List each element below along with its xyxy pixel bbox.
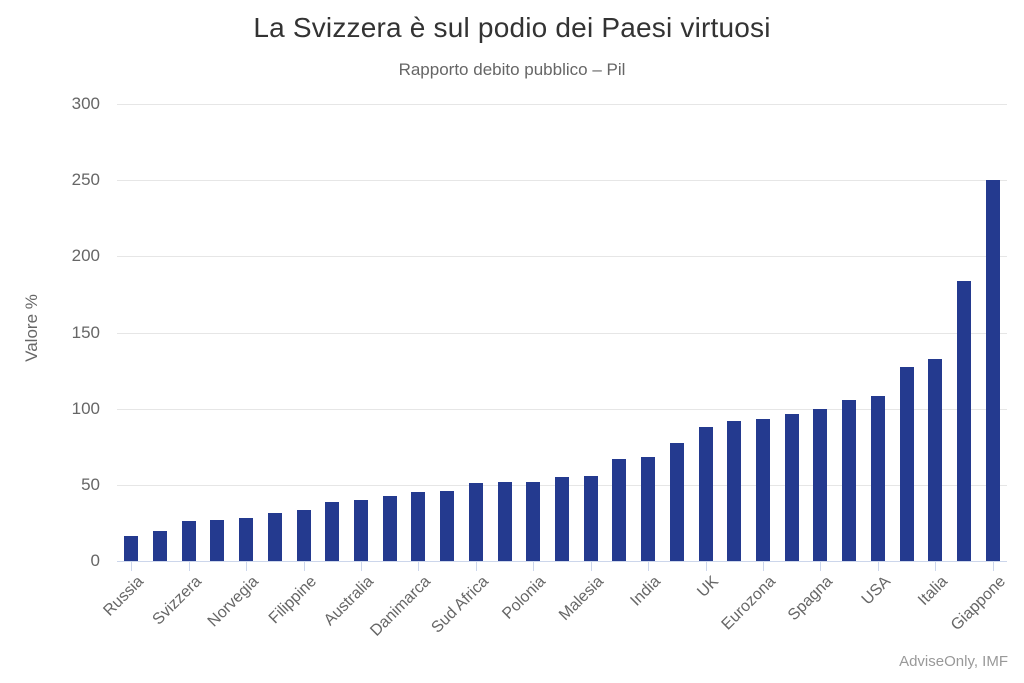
bar-giappone: [985, 180, 1000, 561]
bar: [899, 366, 914, 561]
x-tick: [418, 562, 420, 571]
x-axis-line: [117, 561, 1007, 562]
bar-norvegia: [239, 518, 254, 561]
y-tick-label-100: 100: [71, 398, 100, 418]
x-label-russia: Russia: [100, 573, 148, 620]
bar: [440, 491, 455, 561]
x-tick: [590, 562, 592, 571]
credits: AdviseOnly, IMF: [899, 653, 1008, 670]
bar-italia: [928, 359, 943, 561]
x-tick: [935, 562, 937, 571]
bar: [325, 501, 340, 561]
x-tick: [992, 562, 994, 571]
y-tick-label-250: 250: [71, 170, 100, 190]
bar-australia: [354, 500, 369, 561]
bar: [555, 476, 569, 561]
bar-india: [641, 456, 656, 561]
bar-polonia: [526, 481, 541, 561]
bar: [669, 442, 684, 561]
x-tick: [303, 562, 305, 571]
y-tick-label-200: 200: [71, 246, 100, 266]
bar-russia: [124, 535, 139, 561]
bar-usa: [870, 396, 885, 561]
x-tick: [705, 562, 707, 571]
y-tick-label-150: 150: [71, 322, 100, 342]
bar: [784, 413, 799, 561]
x-tick: [361, 562, 363, 571]
x-tick: [648, 562, 650, 571]
bar-filippine: [296, 509, 311, 561]
bar: [267, 513, 282, 561]
y-tick-label-300: 300: [71, 94, 100, 113]
x-tick: [131, 562, 133, 571]
x-tick: [762, 562, 764, 571]
bar: [842, 400, 857, 561]
bar: [956, 281, 971, 561]
bar-spagna: [813, 408, 828, 561]
gridline-200: [117, 256, 1007, 258]
bar: [727, 421, 742, 561]
bar-malesia: [583, 476, 598, 561]
bar-svizzera: [181, 520, 196, 561]
x-tick: [246, 562, 248, 571]
bar-uk: [698, 426, 713, 561]
x-tick: [188, 562, 190, 571]
y-tick-label-0: 0: [90, 551, 100, 570]
bar-sud-africa: [468, 482, 483, 561]
gridline-150: [117, 332, 1007, 334]
bar: [612, 458, 627, 561]
gridline-300: [117, 104, 1007, 105]
x-tick: [820, 562, 822, 571]
y-tick-label-50: 50: [81, 474, 100, 494]
chart-subtitle: Rapporto debito pubblico – Pil: [398, 60, 626, 79]
bar: [497, 482, 512, 561]
bar: [210, 520, 225, 561]
gridline-100: [117, 408, 1007, 410]
x-tick: [877, 562, 879, 571]
bar: [153, 530, 168, 561]
x-tick: [533, 562, 535, 571]
gridline-250: [117, 180, 1007, 182]
chart-title: La Svizzera è sul podio dei Paesi virtuo…: [253, 12, 771, 43]
bar: [382, 496, 397, 561]
bar-eurozona: [755, 419, 770, 561]
x-tick: [475, 562, 477, 571]
bar-danimarca: [411, 491, 426, 561]
